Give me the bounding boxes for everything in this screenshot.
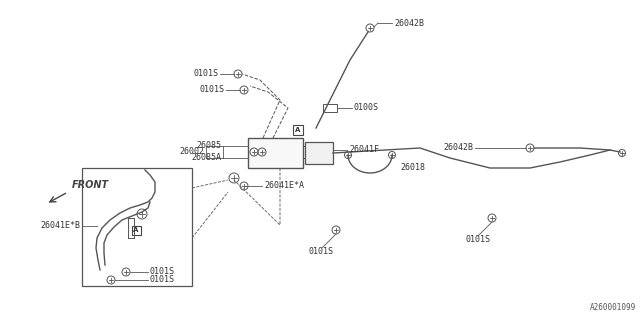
Text: A260001099: A260001099	[589, 303, 636, 312]
Text: 0101S: 0101S	[199, 85, 224, 94]
Bar	[293, 125, 303, 135]
Bar	[248, 138, 303, 168]
Bar	[323, 104, 337, 112]
Text: 0101S: 0101S	[193, 69, 218, 78]
Text: 26002: 26002	[179, 148, 204, 156]
Text: 0101S: 0101S	[465, 236, 490, 244]
Text: 26041E*B: 26041E*B	[40, 221, 80, 230]
Text: 26018: 26018	[400, 163, 425, 172]
Bar	[131, 226, 141, 235]
Text: 0101S: 0101S	[150, 276, 175, 284]
Text: A: A	[295, 127, 301, 133]
Text: 26042B: 26042B	[443, 143, 473, 153]
Text: 26041F: 26041F	[349, 146, 379, 155]
Text: FRONT: FRONT	[72, 180, 109, 190]
Bar	[305, 142, 333, 164]
Text: 0101S: 0101S	[150, 268, 175, 276]
Text: A: A	[133, 227, 139, 233]
Text: 26085: 26085	[196, 141, 221, 150]
Text: 26041E*A: 26041E*A	[264, 181, 304, 190]
Text: 0100S: 0100S	[354, 103, 379, 113]
Bar	[82, 168, 192, 286]
Text: 26042B: 26042B	[394, 19, 424, 28]
Text: 0101S: 0101S	[308, 247, 333, 257]
Text: 26085A: 26085A	[191, 154, 221, 163]
